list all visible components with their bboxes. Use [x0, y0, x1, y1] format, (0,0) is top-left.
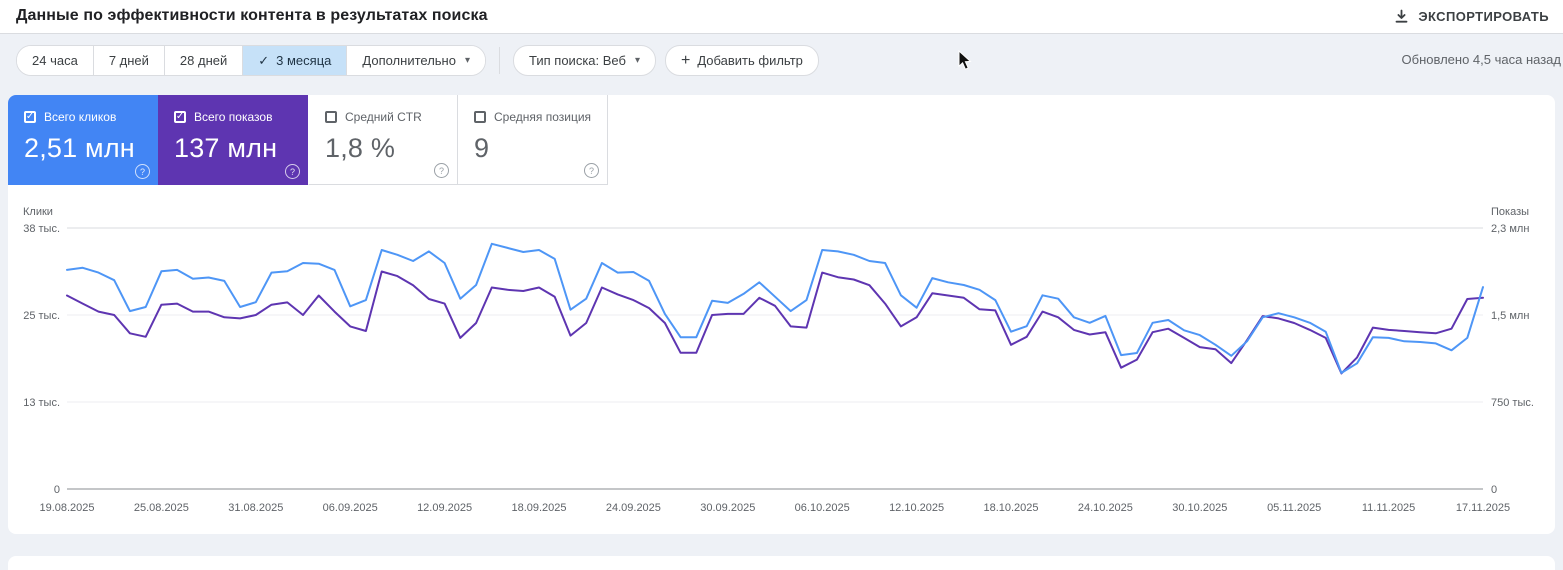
add-filter-label: Добавить фильтр	[697, 53, 803, 68]
plus-icon: +	[680, 51, 691, 69]
chip-label: Дополнительно	[362, 53, 456, 68]
help-icon[interactable]: ?	[135, 164, 150, 179]
updated-status: Обновлено 4,5 часа назад	[1401, 52, 1561, 67]
metric-value: 137 млн	[174, 133, 278, 163]
chevron-down-icon: ▾	[464, 55, 470, 66]
search-type-dropdown[interactable]: Тип поиска: Веб ▾	[513, 45, 656, 76]
help-icon[interactable]: ?	[434, 163, 449, 178]
export-button[interactable]: ЭКСПОРТИРОВАТЬ	[1390, 0, 1553, 32]
date-range-chip-group: 24 часа 7 дней 28 дней ✓ 3 месяца Дополн…	[16, 45, 486, 76]
metric-tile-total-clicks[interactable]: ✓ Всего кликов 2,51 млн ?	[8, 95, 158, 185]
metric-value: 9	[474, 133, 490, 163]
check-icon: ✓	[258, 52, 270, 68]
next-section-card-top	[8, 556, 1555, 570]
chip-3-months-selected[interactable]: ✓ 3 месяца	[242, 46, 347, 75]
metric-tile-average-position[interactable]: Средняя позиция 9 ?	[458, 95, 608, 185]
checkbox-unchecked-icon[interactable]	[325, 111, 337, 123]
export-button-label: ЭКСПОРТИРОВАТЬ	[1418, 8, 1549, 24]
chip-label: 3 месяца	[276, 53, 332, 68]
chip-label: 28 дней	[179, 53, 228, 68]
page-header: Данные по эффективности контента в резул…	[0, 0, 1563, 34]
metric-value: 1,8 %	[325, 133, 396, 163]
chip-28-days[interactable]: 28 дней	[163, 46, 243, 75]
chip-label: 24 часа	[32, 53, 78, 68]
toolbar-divider	[499, 47, 500, 74]
chip-7-days[interactable]: 7 дней	[92, 46, 164, 75]
add-filter-button[interactable]: + Добавить фильтр	[664, 45, 819, 76]
chip-label: 7 дней	[108, 53, 149, 68]
help-icon[interactable]: ?	[285, 164, 300, 179]
metric-label: Средний CTR	[345, 110, 422, 124]
metric-tiles: ✓ Всего кликов 2,51 млн ? ✓ Всего показо…	[8, 95, 608, 185]
performance-card: ✓ Всего кликов 2,51 млн ? ✓ Всего показо…	[8, 95, 1555, 534]
chip-more-date-options[interactable]: Дополнительно ▾	[346, 46, 485, 75]
checkbox-checked-icon[interactable]: ✓	[24, 111, 36, 123]
metric-label: Всего кликов	[44, 110, 117, 124]
chip-24-hours[interactable]: 24 часа	[17, 46, 93, 75]
help-icon[interactable]: ?	[584, 163, 599, 178]
checkbox-unchecked-icon[interactable]	[474, 111, 486, 123]
metric-label: Всего показов	[194, 110, 273, 124]
metric-value: 2,51 млн	[24, 133, 135, 163]
mouse-cursor	[958, 50, 972, 70]
metric-label: Средняя позиция	[494, 110, 592, 124]
page-title: Данные по эффективности контента в резул…	[16, 7, 488, 24]
metric-tile-average-ctr[interactable]: Средний CTR 1,8 % ?	[308, 95, 458, 185]
search-type-label: Тип поиска: Веб	[529, 53, 626, 68]
chevron-down-icon: ▾	[634, 55, 640, 66]
metric-tile-total-impressions[interactable]: ✓ Всего показов 137 млн ?	[158, 95, 308, 185]
filters-toolbar: 24 часа 7 дней 28 дней ✓ 3 месяца Дополн…	[16, 45, 819, 76]
checkbox-checked-icon[interactable]: ✓	[174, 111, 186, 123]
export-download-icon	[1394, 9, 1409, 24]
